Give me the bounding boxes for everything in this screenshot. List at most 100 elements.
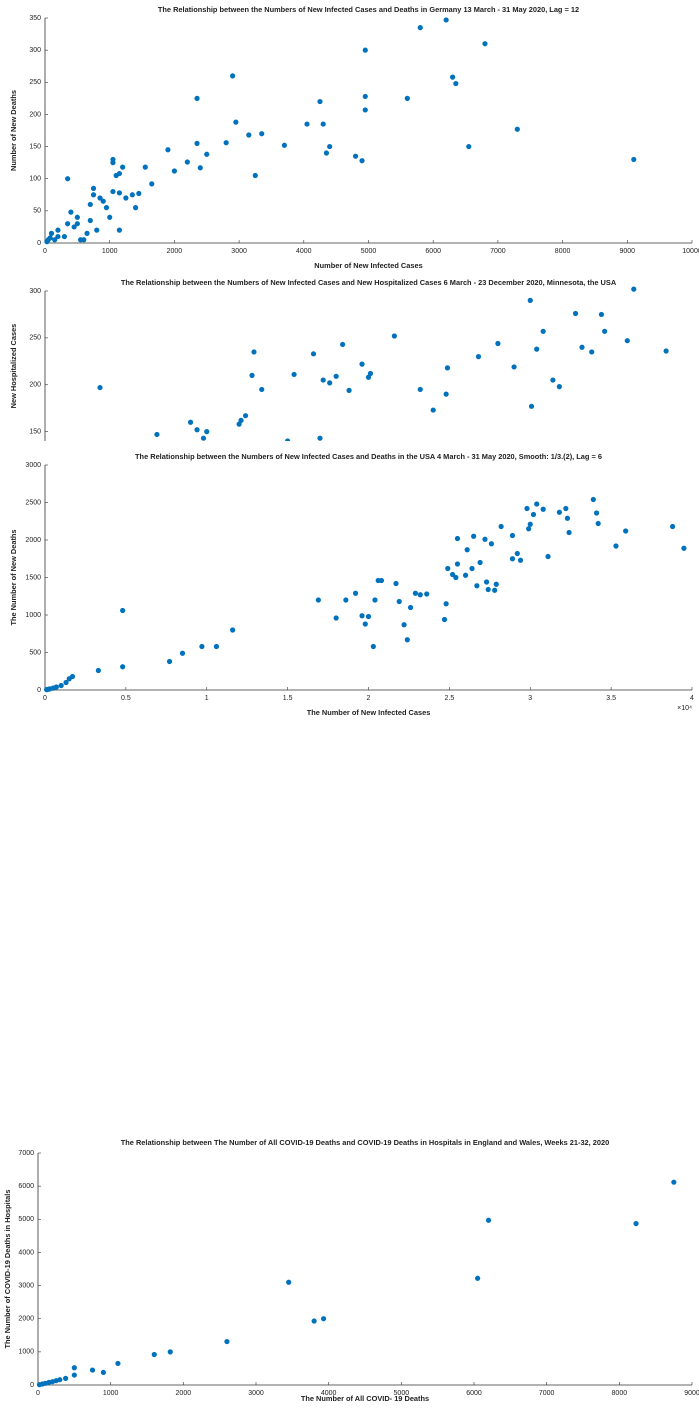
data-point	[623, 528, 629, 534]
y-tick-label: 150	[29, 428, 41, 435]
data-point	[441, 616, 448, 623]
data-point	[52, 237, 58, 243]
x-tick-label: 5000	[361, 248, 377, 255]
data-point	[352, 590, 359, 596]
data-point	[367, 370, 374, 377]
data-point	[527, 297, 533, 303]
y-tick-label: 0	[37, 240, 41, 247]
data-point	[142, 164, 148, 170]
data-point	[482, 41, 488, 47]
x-exponent: ×10⁴	[677, 705, 692, 712]
data-point	[527, 521, 533, 527]
data-point	[671, 1179, 677, 1185]
data-point	[317, 435, 323, 441]
y-tick-label: 1500	[25, 574, 41, 581]
data-point	[534, 346, 540, 352]
data-point	[97, 195, 103, 201]
x-tick-label: 6000	[466, 1390, 482, 1397]
data-point	[514, 550, 520, 557]
data-point	[495, 340, 501, 347]
data-point	[631, 156, 637, 163]
x-tick-label: 0	[43, 248, 47, 255]
y-axis-label: The Number of New Deaths	[9, 529, 18, 625]
data-point	[286, 1279, 292, 1285]
y-tick-label: 5000	[18, 1216, 34, 1223]
x-tick-label: 5000	[394, 1390, 410, 1397]
data-point	[116, 227, 123, 233]
data-point	[87, 201, 93, 208]
data-point	[378, 577, 385, 584]
y-tick-label: 0	[30, 1382, 34, 1389]
data-point	[450, 74, 456, 80]
data-point	[509, 556, 516, 562]
data-point	[89, 1367, 96, 1373]
data-point	[550, 377, 556, 383]
data-point	[517, 557, 524, 563]
data-point	[572, 310, 579, 317]
x-tick-label: 3.5	[606, 695, 616, 702]
data-point	[204, 151, 210, 157]
data-point	[444, 365, 451, 371]
data-point	[136, 441, 141, 446]
data-point	[68, 209, 74, 215]
x-tick-label: 6000	[425, 248, 441, 255]
data-point	[681, 545, 687, 551]
data-point	[475, 354, 482, 360]
data-point	[194, 95, 200, 101]
data-point	[590, 496, 596, 503]
chart: The Relationship between the Numbers of …	[9, 452, 694, 717]
data-point	[252, 172, 258, 179]
data-point	[115, 1360, 121, 1367]
data-point	[540, 328, 546, 334]
data-point	[71, 1372, 77, 1378]
data-point	[466, 143, 472, 150]
y-tick-label: 2000	[25, 537, 41, 544]
data-point	[194, 427, 200, 433]
data-point	[453, 80, 459, 87]
chart: The Relationship between The Number of A…	[3, 1138, 699, 1403]
x-axis-label: The Number of All COVID- 19 Deaths	[301, 1394, 429, 1403]
x-tick-label: 2000	[176, 1390, 192, 1397]
data-point	[55, 227, 61, 233]
data-point	[477, 559, 483, 566]
data-point	[327, 143, 333, 150]
x-tick-label: 7000	[539, 1390, 555, 1397]
y-axis-label: The Number of COVID-19 Deaths in Hospita…	[3, 1190, 12, 1349]
y-tick-label: 200	[29, 382, 41, 389]
chart-title: The Relationship between the Numbers of …	[158, 5, 579, 14]
data-point	[71, 1365, 77, 1371]
data-point	[304, 121, 310, 127]
data-point	[242, 413, 249, 419]
data-point	[69, 673, 76, 680]
data-point	[90, 192, 97, 198]
x-axis-label: The Number of New Infected Cases	[307, 708, 431, 717]
y-tick-label: 50	[33, 208, 41, 215]
data-point	[281, 142, 287, 148]
x-tick-label: 3000	[231, 248, 247, 255]
data-point	[430, 407, 436, 413]
data-point	[100, 1369, 106, 1376]
x-tick-label: 2.5	[445, 695, 455, 702]
data-point	[197, 165, 203, 171]
y-tick-label: 0	[37, 687, 41, 694]
chart-title: The Relationship between The Number of A…	[121, 1138, 609, 1147]
data-point	[259, 386, 265, 393]
data-point	[365, 613, 372, 620]
x-tick-label: 1	[205, 695, 209, 702]
y-tick-label: 150	[29, 143, 41, 150]
data-point	[417, 592, 423, 598]
data-point	[589, 349, 595, 355]
data-point	[320, 1316, 327, 1322]
x-tick-label: 3000	[248, 1390, 264, 1397]
data-point	[564, 515, 571, 521]
data-point	[454, 535, 461, 542]
data-point	[424, 591, 430, 597]
data-point	[110, 188, 116, 195]
data-point	[199, 643, 205, 650]
chart-title: The Relationship between the Numbers of …	[121, 278, 617, 287]
data-point	[530, 511, 537, 518]
data-point	[417, 25, 423, 31]
data-point	[224, 1338, 230, 1345]
y-tick-label: 2000	[18, 1316, 34, 1323]
